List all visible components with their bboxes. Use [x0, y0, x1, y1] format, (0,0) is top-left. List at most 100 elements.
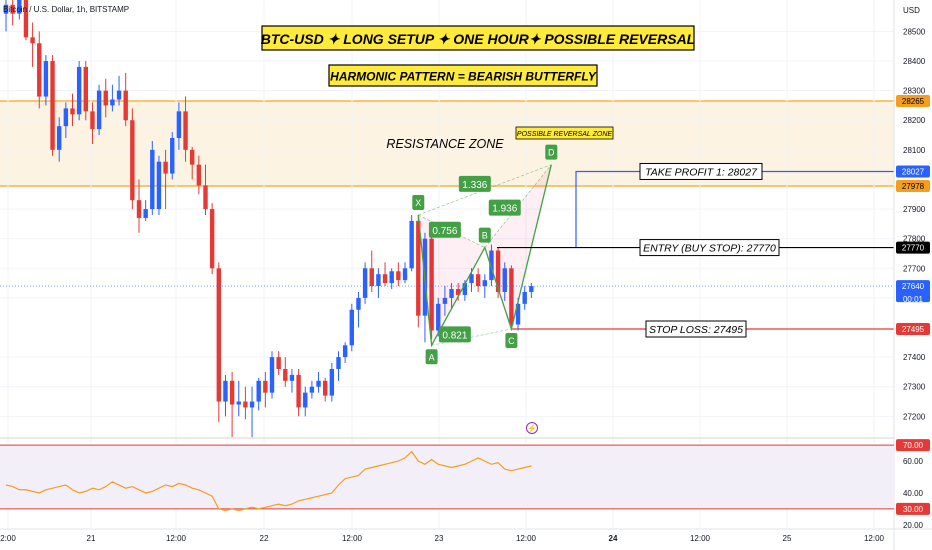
- candle-body[interactable]: [442, 297, 448, 304]
- currency-label: USD: [903, 6, 920, 15]
- harmonic-point-c[interactable]: [505, 333, 518, 348]
- candle-body[interactable]: [10, 4, 15, 14]
- candle-body[interactable]: [209, 209, 215, 269]
- candle-body[interactable]: [70, 108, 75, 115]
- title-banner[interactable]: BTC-USD ✦ LONG SETUP ✦ ONE HOUR✦ POSSIBL…: [261, 25, 696, 51]
- candle-body[interactable]: [515, 303, 521, 325]
- candle-body[interactable]: [495, 250, 501, 292]
- pattern-banner[interactable]: HARMONIC PATTERN = BEARISH BUTTERFLY: [328, 64, 598, 87]
- candle-body[interactable]: [236, 401, 241, 405]
- harmonic-point-x[interactable]: [412, 195, 425, 210]
- candle-body[interactable]: [229, 380, 235, 405]
- candle-body[interactable]: [83, 66, 88, 112]
- candle-body[interactable]: [456, 289, 461, 295]
- candle-body[interactable]: [176, 111, 182, 139]
- candle-body[interactable]: [156, 161, 162, 210]
- candle-body[interactable]: [37, 43, 42, 97]
- candle-body[interactable]: [382, 274, 388, 284]
- candle-body[interactable]: [449, 289, 454, 298]
- candle-body[interactable]: [30, 37, 35, 44]
- event-marker[interactable]: ⚡: [526, 422, 538, 434]
- candle-body[interactable]: [509, 268, 514, 325]
- candle-body[interactable]: [170, 138, 175, 174]
- take-profit-line[interactable]: [575, 170, 894, 248]
- candle-body[interactable]: [436, 303, 441, 331]
- candle-body[interactable]: [150, 149, 155, 210]
- candle-body[interactable]: [369, 268, 374, 287]
- candle-body[interactable]: [123, 90, 128, 121]
- harmonic-point-b[interactable]: [478, 227, 491, 243]
- candle-body[interactable]: [163, 161, 168, 174]
- candle-body[interactable]: [3, 4, 9, 14]
- candle-body[interactable]: [216, 268, 221, 402]
- candle-body[interactable]: [43, 61, 49, 97]
- candle-body[interactable]: [283, 368, 288, 381]
- candle-body[interactable]: [276, 357, 281, 369]
- candle-body[interactable]: [489, 250, 494, 281]
- trade-levels[interactable]: TAKE PROFIT 1: 28027 ENTRY (BUY STOP): 27…: [0, 162, 894, 338]
- candle-body[interactable]: [249, 401, 255, 408]
- candle-body[interactable]: [416, 220, 421, 316]
- candle-body[interactable]: [90, 111, 95, 130]
- candlestick-series[interactable]: [3, 0, 534, 438]
- candle-body[interactable]: [529, 286, 534, 292]
- price-axis-panel[interactable]: [894, 0, 932, 550]
- candle-body[interactable]: [243, 401, 248, 408]
- candle-body[interactable]: [336, 357, 341, 369]
- candle-body[interactable]: [429, 238, 434, 331]
- candle-body[interactable]: [196, 164, 202, 186]
- candle-body[interactable]: [256, 380, 261, 402]
- candle-body[interactable]: [263, 380, 268, 393]
- candle-body[interactable]: [502, 268, 507, 292]
- candle-body[interactable]: [303, 392, 308, 408]
- candle-body[interactable]: [57, 126, 62, 150]
- candle-body[interactable]: [462, 283, 468, 295]
- candle-body[interactable]: [23, 0, 29, 38]
- candle-body[interactable]: [469, 274, 474, 284]
- candle-body[interactable]: [130, 120, 135, 201]
- candle-body[interactable]: [63, 108, 69, 127]
- candle-body[interactable]: [223, 380, 228, 402]
- harmonic-pattern[interactable]: X A B C D 0.756 1.336 1.936 0.821: [412, 144, 558, 365]
- candle-body[interactable]: [409, 220, 414, 269]
- candle-body[interactable]: [482, 280, 487, 287]
- candle-body[interactable]: [116, 90, 122, 100]
- candle-body[interactable]: [475, 274, 481, 287]
- harmonic-point-d[interactable]: [545, 144, 558, 160]
- candle-body[interactable]: [269, 357, 275, 393]
- candle-body[interactable]: [183, 111, 188, 150]
- candle-body[interactable]: [349, 309, 354, 346]
- candle-body[interactable]: [17, 0, 22, 14]
- candle-body[interactable]: [296, 374, 301, 408]
- prz-tag[interactable]: POSSIBLE REVERSAL ZONE: [515, 126, 614, 140]
- candle-body[interactable]: [136, 200, 142, 218]
- candle-body[interactable]: [323, 380, 328, 396]
- candle-body[interactable]: [110, 99, 115, 106]
- harmonic-ratio-box[interactable]: [438, 326, 471, 343]
- harmonic-ratio-box[interactable]: [488, 199, 521, 216]
- candle-body[interactable]: [289, 374, 295, 381]
- candle-body[interactable]: [396, 271, 401, 281]
- candle-body[interactable]: [190, 149, 195, 165]
- harmonic-point-label: A: [429, 352, 435, 362]
- candle-body[interactable]: [389, 271, 394, 284]
- harmonic-point-a[interactable]: [425, 349, 438, 365]
- candle-body[interactable]: [203, 185, 208, 210]
- candle-body[interactable]: [362, 268, 368, 298]
- harmonic-ratio-box[interactable]: [458, 175, 491, 192]
- candle-body[interactable]: [103, 90, 108, 106]
- candle-body[interactable]: [96, 90, 102, 130]
- candle-body[interactable]: [316, 380, 321, 387]
- candle-body[interactable]: [342, 345, 348, 358]
- candle-body[interactable]: [309, 386, 315, 393]
- candle-body[interactable]: [356, 297, 361, 310]
- candle-body[interactable]: [329, 368, 335, 396]
- harmonic-ratio-box[interactable]: [428, 221, 461, 238]
- candle-body[interactable]: [50, 61, 55, 150]
- candle-body[interactable]: [402, 268, 408, 281]
- candle-body[interactable]: [76, 66, 82, 115]
- candle-body[interactable]: [143, 209, 148, 218]
- candle-body[interactable]: [522, 291, 527, 304]
- candle-body[interactable]: [376, 274, 381, 287]
